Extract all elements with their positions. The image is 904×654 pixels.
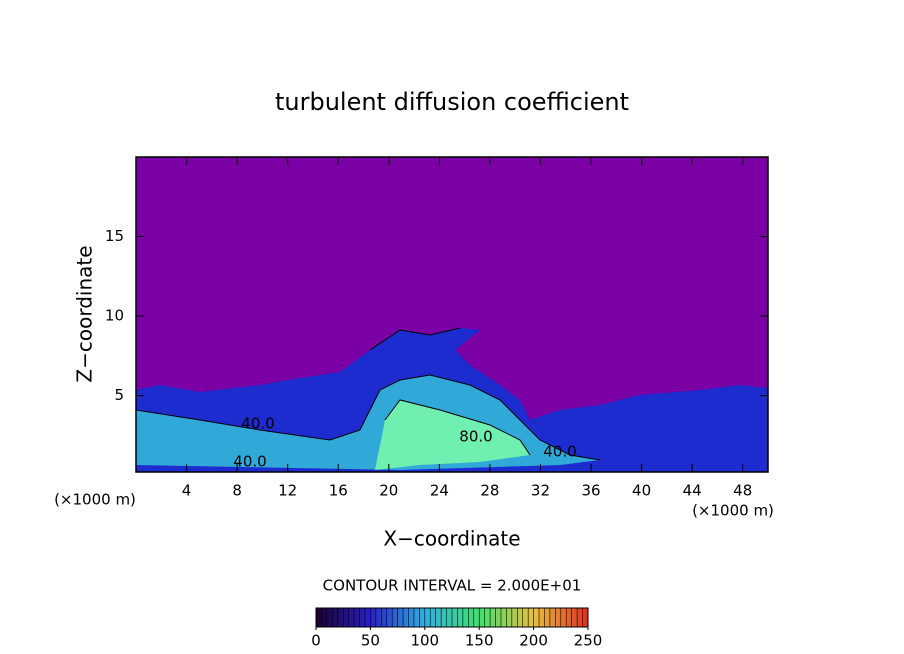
x-tick-label: 12 xyxy=(278,482,297,500)
x-axis-label: X−coordinate xyxy=(383,527,520,551)
x-unit: (×1000 m) xyxy=(54,491,136,509)
colorbar-tick-label: 50 xyxy=(361,632,380,650)
chart-title: turbulent diffusion coefficient xyxy=(275,88,629,116)
plot-frame xyxy=(135,156,769,473)
x-tick-label: 36 xyxy=(581,482,600,500)
x-tick-label: 44 xyxy=(683,482,702,500)
colorbar-tick-label: 100 xyxy=(410,632,439,650)
contour-label: 40.0 xyxy=(241,415,274,433)
x-tick-label: 28 xyxy=(480,482,499,500)
x-tick-label: 32 xyxy=(531,482,550,500)
contour-label: 40.0 xyxy=(233,453,266,471)
colorbar-tick-label: 0 xyxy=(311,632,321,650)
colorbar-tick-label: 200 xyxy=(519,632,548,650)
colorbar-tick-label: 250 xyxy=(574,632,603,650)
y-tick-label: 5 xyxy=(114,386,124,404)
contour-line xyxy=(136,374,601,461)
contour-label: 80.0 xyxy=(459,428,492,446)
x-tick-label: 8 xyxy=(232,482,242,500)
x-unit: (×1000 m) xyxy=(692,502,774,520)
contour-interval: CONTOUR INTERVAL = 2.000E+01 xyxy=(323,577,582,595)
x-tick-label: 40 xyxy=(632,482,651,500)
y-tick-label: 10 xyxy=(105,307,124,325)
contour-line xyxy=(369,327,461,351)
field xyxy=(136,157,768,472)
x-tick-label: 24 xyxy=(430,482,449,500)
contour-line xyxy=(384,399,531,456)
region-high xyxy=(375,400,530,470)
contour-label: 40.0 xyxy=(543,443,576,461)
x-tick-label: 20 xyxy=(379,482,398,500)
x-tick-label: 48 xyxy=(733,482,752,500)
y-axis-label: Z−coordinate xyxy=(73,245,97,382)
x-tick-label: 4 xyxy=(182,482,192,500)
y-tick-label: 15 xyxy=(105,227,124,245)
x-tick-label: 16 xyxy=(329,482,348,500)
colorbar-tick-label: 150 xyxy=(465,632,494,650)
